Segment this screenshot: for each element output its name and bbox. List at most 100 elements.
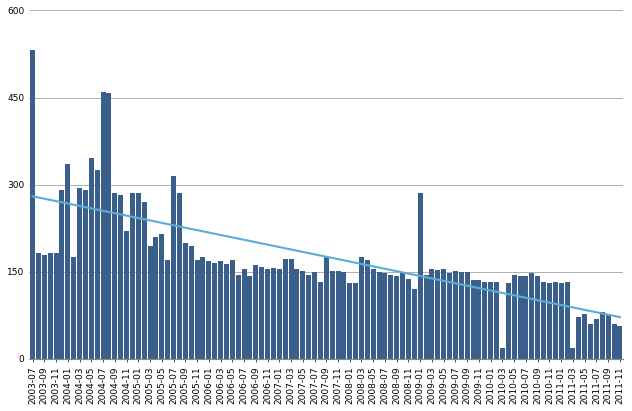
- Bar: [47, 253, 52, 359]
- Bar: [106, 93, 111, 359]
- Bar: [59, 190, 64, 359]
- Bar: [200, 257, 205, 359]
- Bar: [241, 269, 246, 359]
- Bar: [600, 312, 605, 359]
- Bar: [547, 283, 552, 359]
- Bar: [259, 267, 264, 359]
- Bar: [118, 195, 123, 359]
- Bar: [189, 246, 193, 359]
- Bar: [265, 269, 270, 359]
- Bar: [147, 246, 152, 359]
- Bar: [224, 264, 229, 359]
- Bar: [423, 275, 428, 359]
- Bar: [441, 269, 446, 359]
- Bar: [365, 260, 370, 359]
- Bar: [177, 193, 182, 359]
- Bar: [564, 282, 569, 359]
- Bar: [605, 315, 611, 359]
- Bar: [318, 282, 323, 359]
- Bar: [300, 270, 305, 359]
- Bar: [594, 319, 599, 359]
- Bar: [312, 272, 317, 359]
- Bar: [130, 193, 135, 359]
- Bar: [482, 282, 487, 359]
- Bar: [124, 231, 129, 359]
- Bar: [54, 253, 59, 359]
- Bar: [247, 276, 252, 359]
- Bar: [212, 263, 217, 359]
- Bar: [489, 282, 493, 359]
- Bar: [289, 259, 293, 359]
- Bar: [253, 265, 258, 359]
- Bar: [112, 193, 118, 359]
- Bar: [100, 92, 106, 359]
- Bar: [435, 270, 441, 359]
- Bar: [389, 275, 393, 359]
- Bar: [512, 275, 517, 359]
- Bar: [571, 349, 576, 359]
- Bar: [617, 326, 623, 359]
- Bar: [65, 164, 70, 359]
- Bar: [535, 276, 540, 359]
- Bar: [553, 282, 558, 359]
- Bar: [306, 275, 311, 359]
- Bar: [447, 273, 452, 359]
- Bar: [465, 272, 470, 359]
- Bar: [71, 257, 76, 359]
- Bar: [541, 282, 546, 359]
- Bar: [576, 317, 581, 359]
- Bar: [530, 273, 534, 359]
- Bar: [382, 273, 387, 359]
- Bar: [295, 269, 300, 359]
- Bar: [159, 234, 164, 359]
- Bar: [42, 256, 47, 359]
- Bar: [324, 257, 329, 359]
- Bar: [271, 268, 276, 359]
- Bar: [453, 270, 458, 359]
- Bar: [142, 202, 147, 359]
- Bar: [136, 193, 141, 359]
- Bar: [412, 289, 417, 359]
- Bar: [400, 273, 405, 359]
- Bar: [283, 259, 288, 359]
- Bar: [406, 279, 411, 359]
- Bar: [236, 275, 241, 359]
- Bar: [377, 272, 382, 359]
- Bar: [347, 283, 352, 359]
- Bar: [500, 349, 505, 359]
- Bar: [195, 260, 200, 359]
- Bar: [559, 283, 564, 359]
- Bar: [582, 314, 587, 359]
- Bar: [518, 276, 523, 359]
- Bar: [353, 283, 358, 359]
- Bar: [330, 270, 334, 359]
- Bar: [277, 269, 282, 359]
- Bar: [77, 187, 82, 359]
- Bar: [494, 282, 499, 359]
- Bar: [359, 257, 364, 359]
- Bar: [430, 269, 434, 359]
- Bar: [83, 190, 88, 359]
- Bar: [206, 261, 211, 359]
- Bar: [171, 176, 176, 359]
- Bar: [471, 280, 476, 359]
- Bar: [36, 252, 41, 359]
- Bar: [506, 283, 511, 359]
- Bar: [371, 269, 376, 359]
- Bar: [341, 272, 346, 359]
- Bar: [218, 261, 223, 359]
- Bar: [30, 50, 35, 359]
- Bar: [612, 324, 617, 359]
- Bar: [230, 260, 234, 359]
- Bar: [477, 280, 482, 359]
- Bar: [336, 270, 341, 359]
- Bar: [523, 276, 528, 359]
- Bar: [588, 324, 593, 359]
- Bar: [394, 276, 399, 359]
- Bar: [459, 272, 464, 359]
- Bar: [165, 260, 170, 359]
- Bar: [154, 237, 159, 359]
- Bar: [418, 193, 423, 359]
- Bar: [183, 242, 188, 359]
- Bar: [89, 159, 94, 359]
